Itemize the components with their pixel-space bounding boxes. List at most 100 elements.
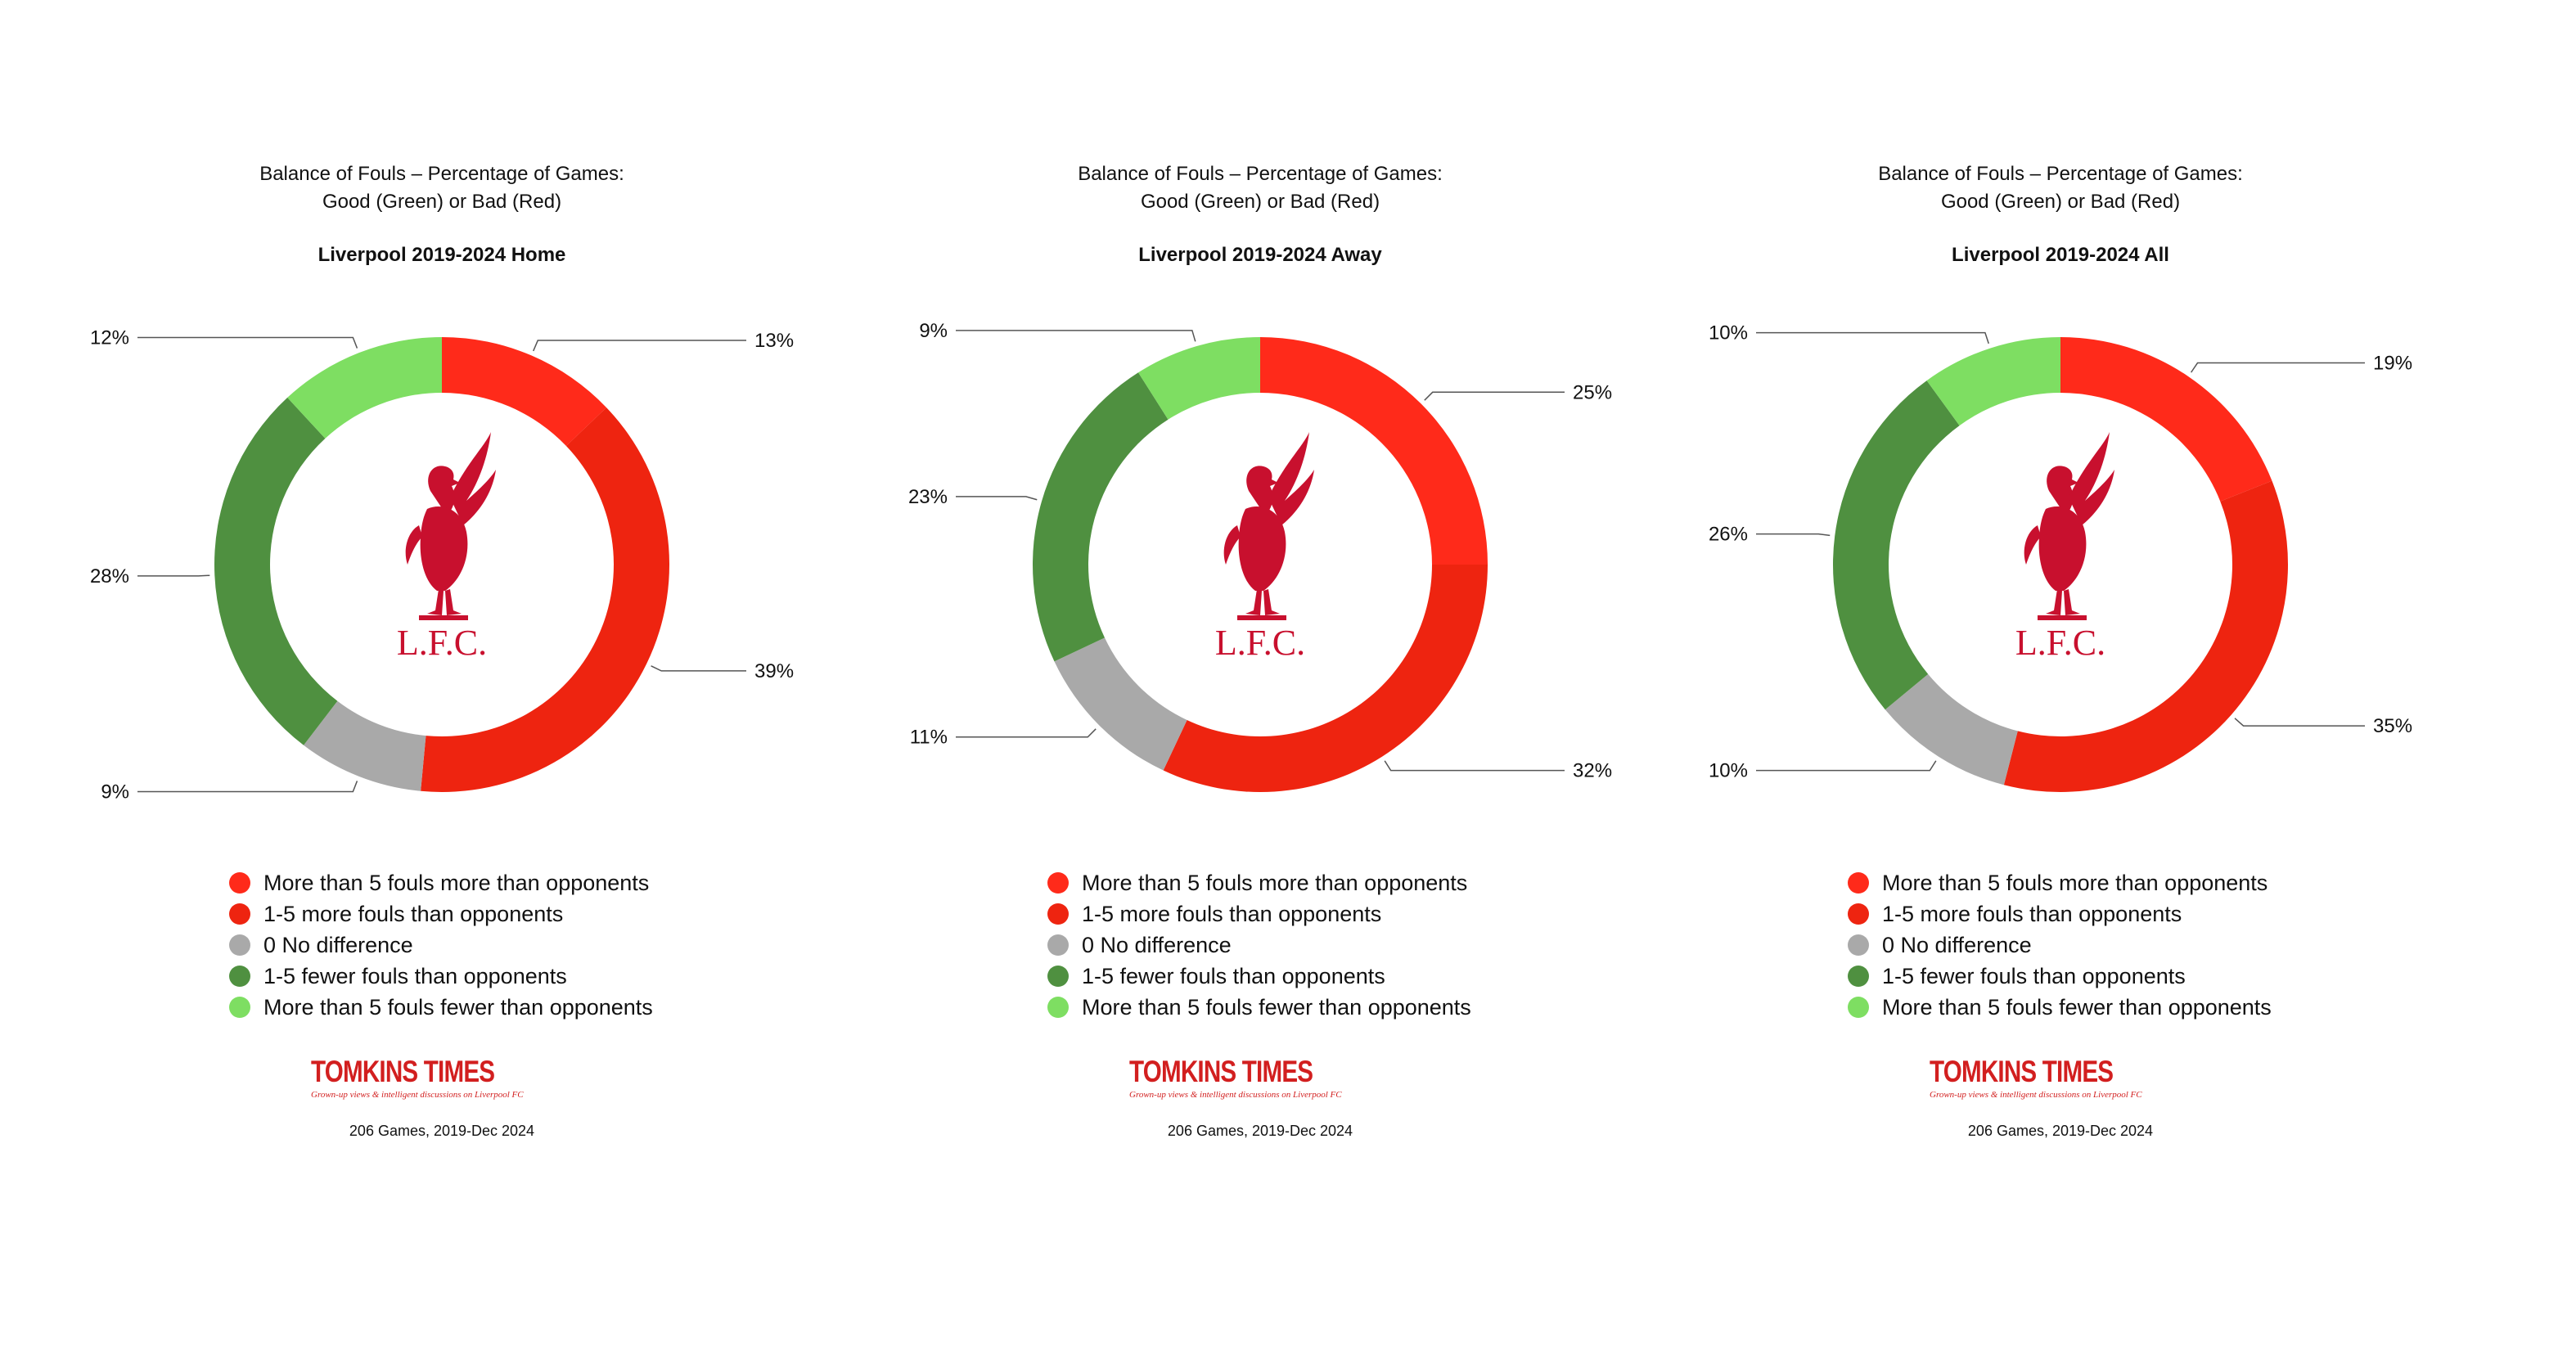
data-label: 25% xyxy=(1573,381,1612,403)
legend-swatch xyxy=(1047,997,1069,1018)
legend-item: More than 5 fouls fewer than opponents xyxy=(1848,992,2272,1023)
legend-label: More than 5 fouls fewer than opponents xyxy=(1882,994,2272,1020)
legend-swatch xyxy=(1848,934,1869,956)
data-label: 23% xyxy=(908,486,948,508)
legend-label: More than 5 fouls more than opponents xyxy=(263,870,650,895)
brand-name: TOMKINS TIMES xyxy=(1129,1055,1313,1088)
legend-swatch xyxy=(1848,872,1869,894)
leader-line xyxy=(137,574,210,577)
legend-item: 1-5 fewer fouls than opponents xyxy=(229,961,653,992)
legend-label: 0 No difference xyxy=(263,932,413,957)
chart-subtitle: Liverpool 2019-2024 Away xyxy=(1138,244,1382,266)
liver-bird-crest-icon xyxy=(1223,432,1314,620)
legend-label: 1-5 more fouls than opponents xyxy=(263,901,564,926)
leader-line xyxy=(956,330,1196,342)
data-label: 35% xyxy=(2373,715,2412,737)
segment-more-than-5-fewer xyxy=(1926,337,2060,426)
segment-1-5-more xyxy=(1163,565,1488,792)
data-label: 9% xyxy=(101,781,129,803)
legend-swatch xyxy=(1848,997,1869,1018)
leader-line xyxy=(2191,362,2365,373)
leader-line xyxy=(1756,331,1989,344)
donut-chart: 19% 35% 10% 26% 10% L.F.C. xyxy=(1709,322,2412,792)
liver-bird-crest-icon xyxy=(2024,432,2114,620)
legend-label: 1-5 fewer fouls than opponents xyxy=(1882,963,2186,988)
legend-swatch xyxy=(1848,903,1869,925)
chart-title-line-1: Balance of Fouls – Percentage of Games: xyxy=(1878,163,2243,185)
chart-subtitle: Liverpool 2019-2024 All xyxy=(1952,244,2169,266)
legend-label: 0 No difference xyxy=(1082,932,1232,957)
data-label: 13% xyxy=(754,330,794,352)
legend-swatch xyxy=(1848,966,1869,987)
brand-name: TOMKINS TIMES xyxy=(311,1055,495,1088)
segment-1-5-fewer xyxy=(214,397,338,745)
legend-item: More than 5 fouls fewer than opponents xyxy=(229,992,653,1023)
chart-panel-away: Balance of Fouls – Percentage of Games: … xyxy=(851,0,1669,1355)
leader-line xyxy=(2234,718,2365,727)
leader-line xyxy=(651,665,746,672)
legend-label: More than 5 fouls fewer than opponents xyxy=(1082,994,1471,1020)
brand-name: TOMKINS TIMES xyxy=(1930,1055,2114,1088)
legend-label: 1-5 more fouls than opponents xyxy=(1882,901,2182,926)
footnote: 206 Games, 2019-Dec 2024 xyxy=(1167,1123,1353,1139)
segment-1-5-fewer xyxy=(1833,380,1960,710)
legend: More than 5 fouls more than opponents 1-5… xyxy=(1047,867,1471,1023)
chart-panel-all: Balance of Fouls – Percentage of Games: … xyxy=(1651,0,2470,1355)
legend-swatch xyxy=(229,903,250,925)
data-label: 26% xyxy=(1709,524,1748,546)
legend-label: 1-5 more fouls than opponents xyxy=(1082,901,1382,926)
data-label: 10% xyxy=(1709,760,1748,782)
segment-more-than-5-more xyxy=(442,337,607,447)
segment-more-than-5-more xyxy=(1260,337,1488,565)
legend-label: 1-5 fewer fouls than opponents xyxy=(1082,963,1385,988)
liver-bird-crest-icon xyxy=(405,432,496,620)
donut-chart: 13% 39% 9% 28% 12% L.F.C. xyxy=(90,327,794,804)
brand-tagline: Grown-up views & intelligent discussions… xyxy=(1129,1090,1342,1100)
leader-line xyxy=(137,336,358,349)
leader-line xyxy=(1756,533,1831,537)
legend-swatch xyxy=(229,934,250,956)
legend-swatch xyxy=(229,872,250,894)
chart-title-line-2: Good (Green) or Bad (Red) xyxy=(1140,191,1380,213)
crest-text: L.F.C. xyxy=(397,623,487,663)
legend-swatch xyxy=(1047,872,1069,894)
segment-1-5-more xyxy=(2003,480,2288,792)
legend-swatch xyxy=(1047,934,1069,956)
legend-item: 1-5 more fouls than opponents xyxy=(229,898,653,930)
segment-more-than-5-more xyxy=(2060,337,2272,502)
data-label: 28% xyxy=(90,565,129,587)
data-label: 9% xyxy=(919,320,948,342)
legend-item: 0 No difference xyxy=(1047,930,1471,961)
legend-item: 1-5 more fouls than opponents xyxy=(1848,898,2272,930)
segment-no-difference xyxy=(304,700,426,791)
leader-line xyxy=(137,781,358,793)
legend-item: 0 No difference xyxy=(1848,930,2272,961)
leader-line xyxy=(1756,760,1937,772)
tomkins-times-logo: TOMKINS TIMES Grown-up views & intellige… xyxy=(1129,1055,1375,1101)
segment-no-difference xyxy=(1885,673,2018,786)
legend: More than 5 fouls more than opponents 1-5… xyxy=(229,867,653,1023)
leader-line xyxy=(956,728,1097,738)
legend-swatch xyxy=(1047,903,1069,925)
chart-title-line-2: Good (Green) or Bad (Red) xyxy=(1940,191,2181,213)
legend-item: More than 5 fouls more than opponents xyxy=(1047,867,1471,898)
chart-title-line-1: Balance of Fouls – Percentage of Games: xyxy=(1078,163,1443,185)
tomkins-times-logo: TOMKINS TIMES Grown-up views & intellige… xyxy=(311,1055,556,1101)
data-label: 39% xyxy=(754,660,794,682)
chart-panel-home: Balance of Fouls – Percentage of Games: … xyxy=(33,0,851,1355)
segment-more-than-5-fewer xyxy=(287,337,442,439)
segment-1-5-fewer xyxy=(1033,372,1169,662)
crest-text: L.F.C. xyxy=(1215,623,1305,663)
legend: More than 5 fouls more than opponents 1-5… xyxy=(1848,867,2272,1023)
legend-item: More than 5 fouls more than opponents xyxy=(1848,867,2272,898)
legend-label: 1-5 fewer fouls than opponents xyxy=(263,963,567,988)
chart-title-line-2: Good (Green) or Bad (Red) xyxy=(322,191,562,213)
data-label: 10% xyxy=(1709,322,1748,344)
legend-swatch xyxy=(1047,966,1069,987)
crest-text: L.F.C. xyxy=(2015,623,2105,663)
brand-tagline: Grown-up views & intelligent discussions… xyxy=(1930,1090,2142,1100)
footnote: 206 Games, 2019-Dec 2024 xyxy=(349,1123,535,1139)
tomkins-times-logo: TOMKINS TIMES Grown-up views & intellige… xyxy=(1930,1055,2175,1101)
brand-tagline: Grown-up views & intelligent discussions… xyxy=(311,1090,524,1100)
legend-label: More than 5 fouls more than opponents xyxy=(1082,870,1468,895)
